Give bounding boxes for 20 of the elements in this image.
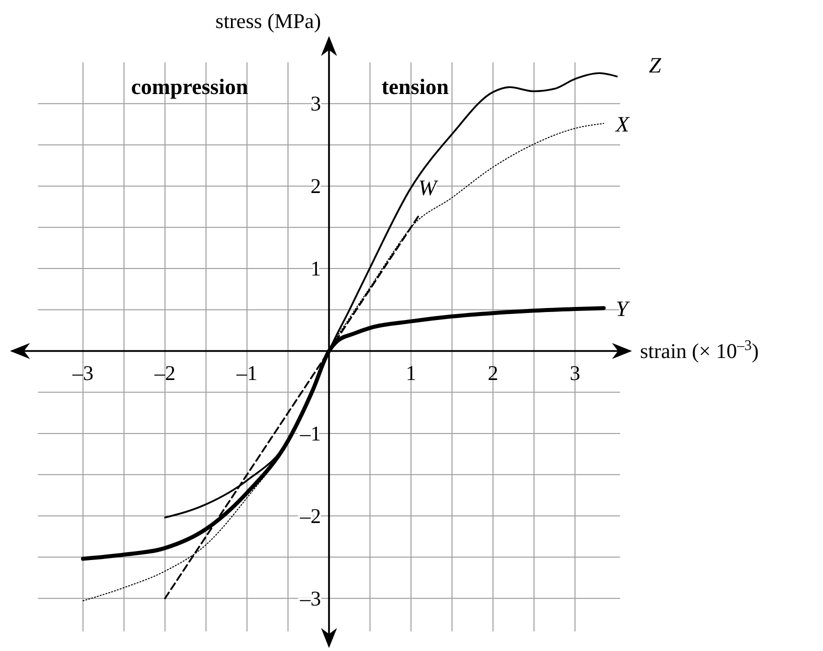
y-axis-title: stress (MPa) <box>215 9 322 33</box>
x-tick-label: –2 <box>154 361 176 385</box>
annotation: tension <box>381 74 449 100</box>
series-label: Z <box>648 52 662 78</box>
series-label: X <box>614 111 631 136</box>
x-tick-label: 2 <box>488 361 498 385</box>
annotation: compression <box>131 74 248 100</box>
x-tick-label: 1 <box>406 361 416 385</box>
x-tick-label: 3 <box>570 361 580 385</box>
series-label: W <box>418 174 438 200</box>
y-tick-label: –1 <box>299 421 321 446</box>
y-tick-label: 3 <box>310 92 321 116</box>
series-label: Y <box>616 296 631 322</box>
y-tick-label: –3 <box>299 586 321 610</box>
y-tick-label: 2 <box>310 174 321 198</box>
x-tick-label: –1 <box>236 361 258 385</box>
y-tick-label: –2 <box>299 504 321 528</box>
y-tick-label: 1 <box>310 256 321 281</box>
x-axis-title: strain (× 10$^{–3}$) <box>640 338 759 363</box>
x-tick-label: –3 <box>72 361 94 385</box>
